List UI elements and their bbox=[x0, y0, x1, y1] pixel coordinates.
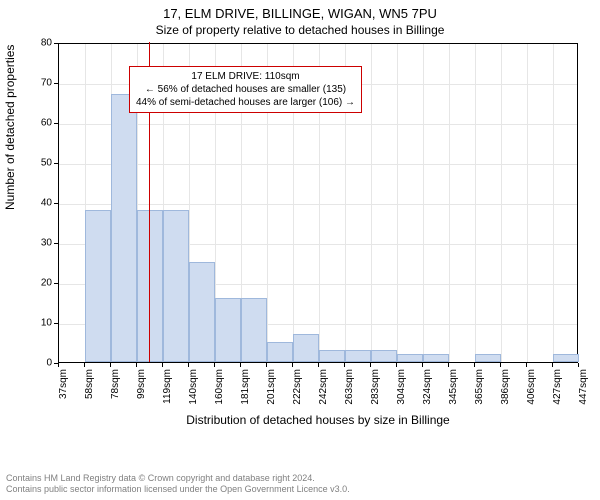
x-tick-mark bbox=[266, 363, 267, 367]
y-tick-mark bbox=[54, 83, 58, 84]
y-tick-mark bbox=[54, 283, 58, 284]
x-tick-mark bbox=[318, 363, 319, 367]
x-tick-label: 99sqm bbox=[136, 369, 147, 417]
y-tick-mark bbox=[54, 323, 58, 324]
annotation-line: 17 ELM DRIVE: 110sqm bbox=[136, 70, 355, 83]
x-tick-mark bbox=[84, 363, 85, 367]
histogram-bar bbox=[371, 350, 397, 362]
x-tick-label: 283sqm bbox=[370, 369, 381, 417]
x-tick-mark bbox=[396, 363, 397, 367]
y-tick-label: 40 bbox=[30, 198, 52, 209]
x-tick-mark bbox=[292, 363, 293, 367]
y-tick-label: 0 bbox=[30, 358, 52, 369]
y-tick-mark bbox=[54, 203, 58, 204]
x-tick-label: 140sqm bbox=[188, 369, 199, 417]
x-tick-mark bbox=[344, 363, 345, 367]
histogram-bar bbox=[345, 350, 371, 362]
y-tick-label: 20 bbox=[30, 278, 52, 289]
x-tick-label: 406sqm bbox=[526, 369, 537, 417]
annotation-box: 17 ELM DRIVE: 110sqm← 56% of detached ho… bbox=[129, 66, 362, 113]
x-tick-label: 160sqm bbox=[214, 369, 225, 417]
x-tick-label: 242sqm bbox=[318, 369, 329, 417]
x-tick-mark bbox=[370, 363, 371, 367]
main-title: 17, ELM DRIVE, BILLINGE, WIGAN, WN5 7PU bbox=[0, 0, 600, 21]
x-tick-mark bbox=[110, 363, 111, 367]
plot-area: 17 ELM DRIVE: 110sqm← 56% of detached ho… bbox=[58, 43, 578, 363]
x-tick-mark bbox=[552, 363, 553, 367]
x-tick-label: 78sqm bbox=[110, 369, 121, 417]
histogram-bar bbox=[215, 298, 241, 362]
gridline-v bbox=[475, 44, 476, 362]
x-tick-mark bbox=[474, 363, 475, 367]
y-tick-label: 60 bbox=[30, 118, 52, 129]
x-tick-label: 386sqm bbox=[500, 369, 511, 417]
histogram-bar bbox=[111, 94, 137, 362]
x-tick-mark bbox=[58, 363, 59, 367]
x-tick-label: 324sqm bbox=[422, 369, 433, 417]
gridline-v bbox=[553, 44, 554, 362]
x-tick-mark bbox=[188, 363, 189, 367]
y-tick-mark bbox=[54, 163, 58, 164]
histogram-bar bbox=[319, 350, 345, 362]
y-tick-label: 30 bbox=[30, 238, 52, 249]
x-tick-label: 427sqm bbox=[552, 369, 563, 417]
annotation-line: ← 56% of detached houses are smaller (13… bbox=[136, 83, 355, 96]
gridline-v bbox=[501, 44, 502, 362]
sub-title: Size of property relative to detached ho… bbox=[0, 21, 600, 39]
gridline-v bbox=[371, 44, 372, 362]
x-tick-label: 304sqm bbox=[396, 369, 407, 417]
x-tick-label: 345sqm bbox=[448, 369, 459, 417]
y-tick-label: 80 bbox=[30, 38, 52, 49]
x-tick-mark bbox=[526, 363, 527, 367]
x-tick-label: 37sqm bbox=[58, 369, 69, 417]
x-tick-mark bbox=[136, 363, 137, 367]
histogram-bar bbox=[189, 262, 215, 362]
y-tick-mark bbox=[54, 243, 58, 244]
footer-attribution: Contains HM Land Registry data © Crown c… bbox=[6, 473, 350, 496]
gridline-v bbox=[423, 44, 424, 362]
x-tick-label: 447sqm bbox=[578, 369, 589, 417]
x-tick-label: 58sqm bbox=[84, 369, 95, 417]
y-tick-mark bbox=[54, 123, 58, 124]
x-tick-mark bbox=[448, 363, 449, 367]
gridline-v bbox=[397, 44, 398, 362]
y-tick-label: 70 bbox=[30, 78, 52, 89]
histogram-bar bbox=[553, 354, 579, 362]
histogram-bar bbox=[475, 354, 501, 362]
x-tick-mark bbox=[240, 363, 241, 367]
y-tick-mark bbox=[54, 43, 58, 44]
x-tick-mark bbox=[500, 363, 501, 367]
annotation-line: 44% of semi-detached houses are larger (… bbox=[136, 96, 355, 109]
x-tick-mark bbox=[162, 363, 163, 367]
histogram-bar bbox=[423, 354, 449, 362]
histogram-bar bbox=[85, 210, 111, 362]
gridline-v bbox=[527, 44, 528, 362]
histogram-bar bbox=[293, 334, 319, 362]
x-tick-mark bbox=[422, 363, 423, 367]
histogram-bar bbox=[163, 210, 189, 362]
histogram-bar bbox=[397, 354, 423, 362]
y-tick-label: 50 bbox=[30, 158, 52, 169]
y-tick-label: 10 bbox=[30, 318, 52, 329]
histogram-bar bbox=[241, 298, 267, 362]
x-tick-label: 365sqm bbox=[474, 369, 485, 417]
histogram-bar bbox=[267, 342, 293, 362]
x-tick-mark bbox=[214, 363, 215, 367]
footer-line-1: Contains HM Land Registry data © Crown c… bbox=[6, 473, 350, 485]
x-tick-label: 263sqm bbox=[344, 369, 355, 417]
x-tick-mark bbox=[578, 363, 579, 367]
x-tick-label: 181sqm bbox=[240, 369, 251, 417]
x-tick-label: 201sqm bbox=[266, 369, 277, 417]
chart-area: 17 ELM DRIVE: 110sqm← 56% of detached ho… bbox=[0, 39, 600, 439]
x-tick-label: 119sqm bbox=[162, 369, 173, 417]
footer-line-2: Contains public sector information licen… bbox=[6, 484, 350, 496]
x-tick-label: 222sqm bbox=[292, 369, 303, 417]
gridline-v bbox=[449, 44, 450, 362]
